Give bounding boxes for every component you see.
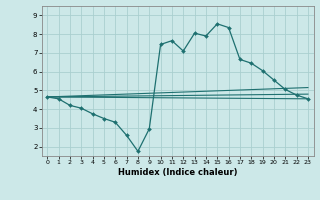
X-axis label: Humidex (Indice chaleur): Humidex (Indice chaleur)	[118, 168, 237, 177]
